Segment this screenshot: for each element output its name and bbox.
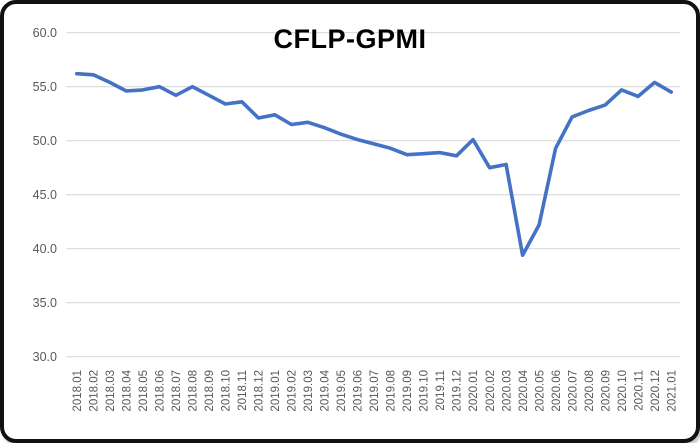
x-axis-tick-label: 2019.11: [435, 370, 447, 411]
y-axis-tick-label: 55.0: [33, 80, 57, 94]
x-axis-tick-label: 2018.09: [204, 370, 216, 412]
x-axis-tick-label: 2020.05: [534, 370, 546, 412]
x-axis-tick-label: 2019.09: [402, 370, 414, 412]
x-axis-tick-label: 2019.04: [320, 369, 332, 411]
x-axis-tick-label: 2018.07: [171, 370, 183, 412]
y-axis-tick-label: 40.0: [33, 242, 57, 256]
x-axis-tick-label: 2019.06: [353, 370, 365, 412]
x-axis-tick-label: 2019.08: [386, 370, 398, 412]
x-axis-tick-label: 2018.08: [188, 370, 200, 412]
x-axis-tick-label: 2018.12: [254, 370, 266, 412]
x-axis-tick-label: 2018.04: [122, 369, 134, 411]
x-axis-tick-label: 2020.01: [468, 370, 480, 412]
x-axis-tick-label: 2020.11: [633, 370, 645, 411]
x-axis-tick-label: 2020.06: [551, 370, 563, 412]
x-axis-tick-label: 2018.02: [89, 370, 101, 412]
pmi-data-line: [75, 71, 674, 257]
x-axis-tick-label: 2020.10: [617, 370, 629, 412]
x-axis-tick-label: 2019.02: [287, 370, 299, 412]
x-axis-tick-label: 2018.05: [138, 370, 150, 412]
x-axis-tick-label: 2019.12: [452, 370, 464, 412]
x-axis-tick-label: 2019.03: [303, 370, 315, 412]
x-axis-tick-label: 2019.07: [369, 370, 381, 412]
y-axis-tick-label: 50.0: [33, 134, 57, 148]
x-axis-tick-label: 2018.01: [72, 370, 84, 412]
x-axis-tick-label: 2018.03: [105, 370, 117, 412]
x-axis-tick-label: 2020.02: [485, 370, 497, 412]
x-axis-tick-label: 2020.12: [650, 370, 662, 412]
x-axis-tick-label: 2019.05: [336, 370, 348, 412]
line-chart: 60.0 55.0 50.0 45.0 40.0 35.0 30.0 2018.01 2018.…: [33, 26, 680, 412]
y-axis-tick-label: 45.0: [33, 188, 57, 202]
x-axis-tick-label: 2020.04: [518, 369, 530, 411]
x-axis-tick-label: 2018.06: [155, 370, 167, 412]
x-axis-tick-label: 2020.07: [567, 370, 579, 412]
x-axis-tick-label: 2020.09: [600, 370, 612, 412]
y-axis-tick-label: 35.0: [33, 296, 57, 310]
x-axis-tick-label: 2019.01: [270, 370, 282, 412]
x-axis-tick-label: 2021.01: [666, 370, 678, 412]
x-axis-tick-label: 2019.10: [419, 370, 431, 412]
x-axis-tick-label: 2020.08: [584, 370, 596, 412]
x-axis-tick-label: 2020.03: [501, 370, 513, 412]
x-axis-tick-label: 2018.11: [237, 370, 249, 411]
x-axis-tick-label: 2018.10: [221, 370, 233, 412]
y-axis-tick-label: 30.0: [33, 350, 57, 364]
y-axis-tick-label: 60.0: [33, 26, 57, 40]
